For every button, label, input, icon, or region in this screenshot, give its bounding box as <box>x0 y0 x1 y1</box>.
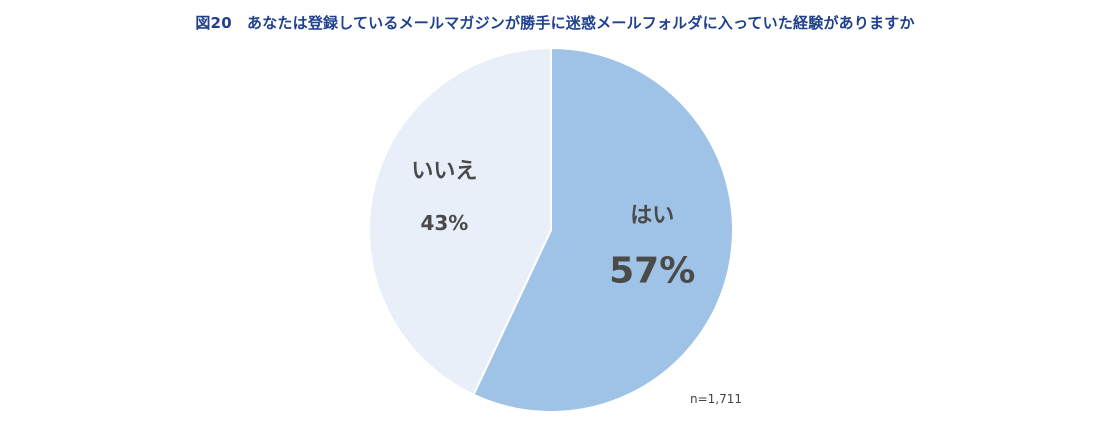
pie-slice-yes <box>472 46 734 413</box>
slice-label-yes: はい <box>630 204 674 229</box>
slice-label-no: いいえ <box>411 159 477 184</box>
slice-value-yes: 57% <box>609 251 695 292</box>
chart-title: 図20 あなたは登録しているメールマガジンが勝手に迷惑メールフォルダに入っていた… <box>195 14 915 32</box>
slice-value-no: 43% <box>420 211 468 235</box>
pie-slice-no <box>368 46 552 397</box>
sample-size-note: n=1,711 <box>690 392 743 406</box>
